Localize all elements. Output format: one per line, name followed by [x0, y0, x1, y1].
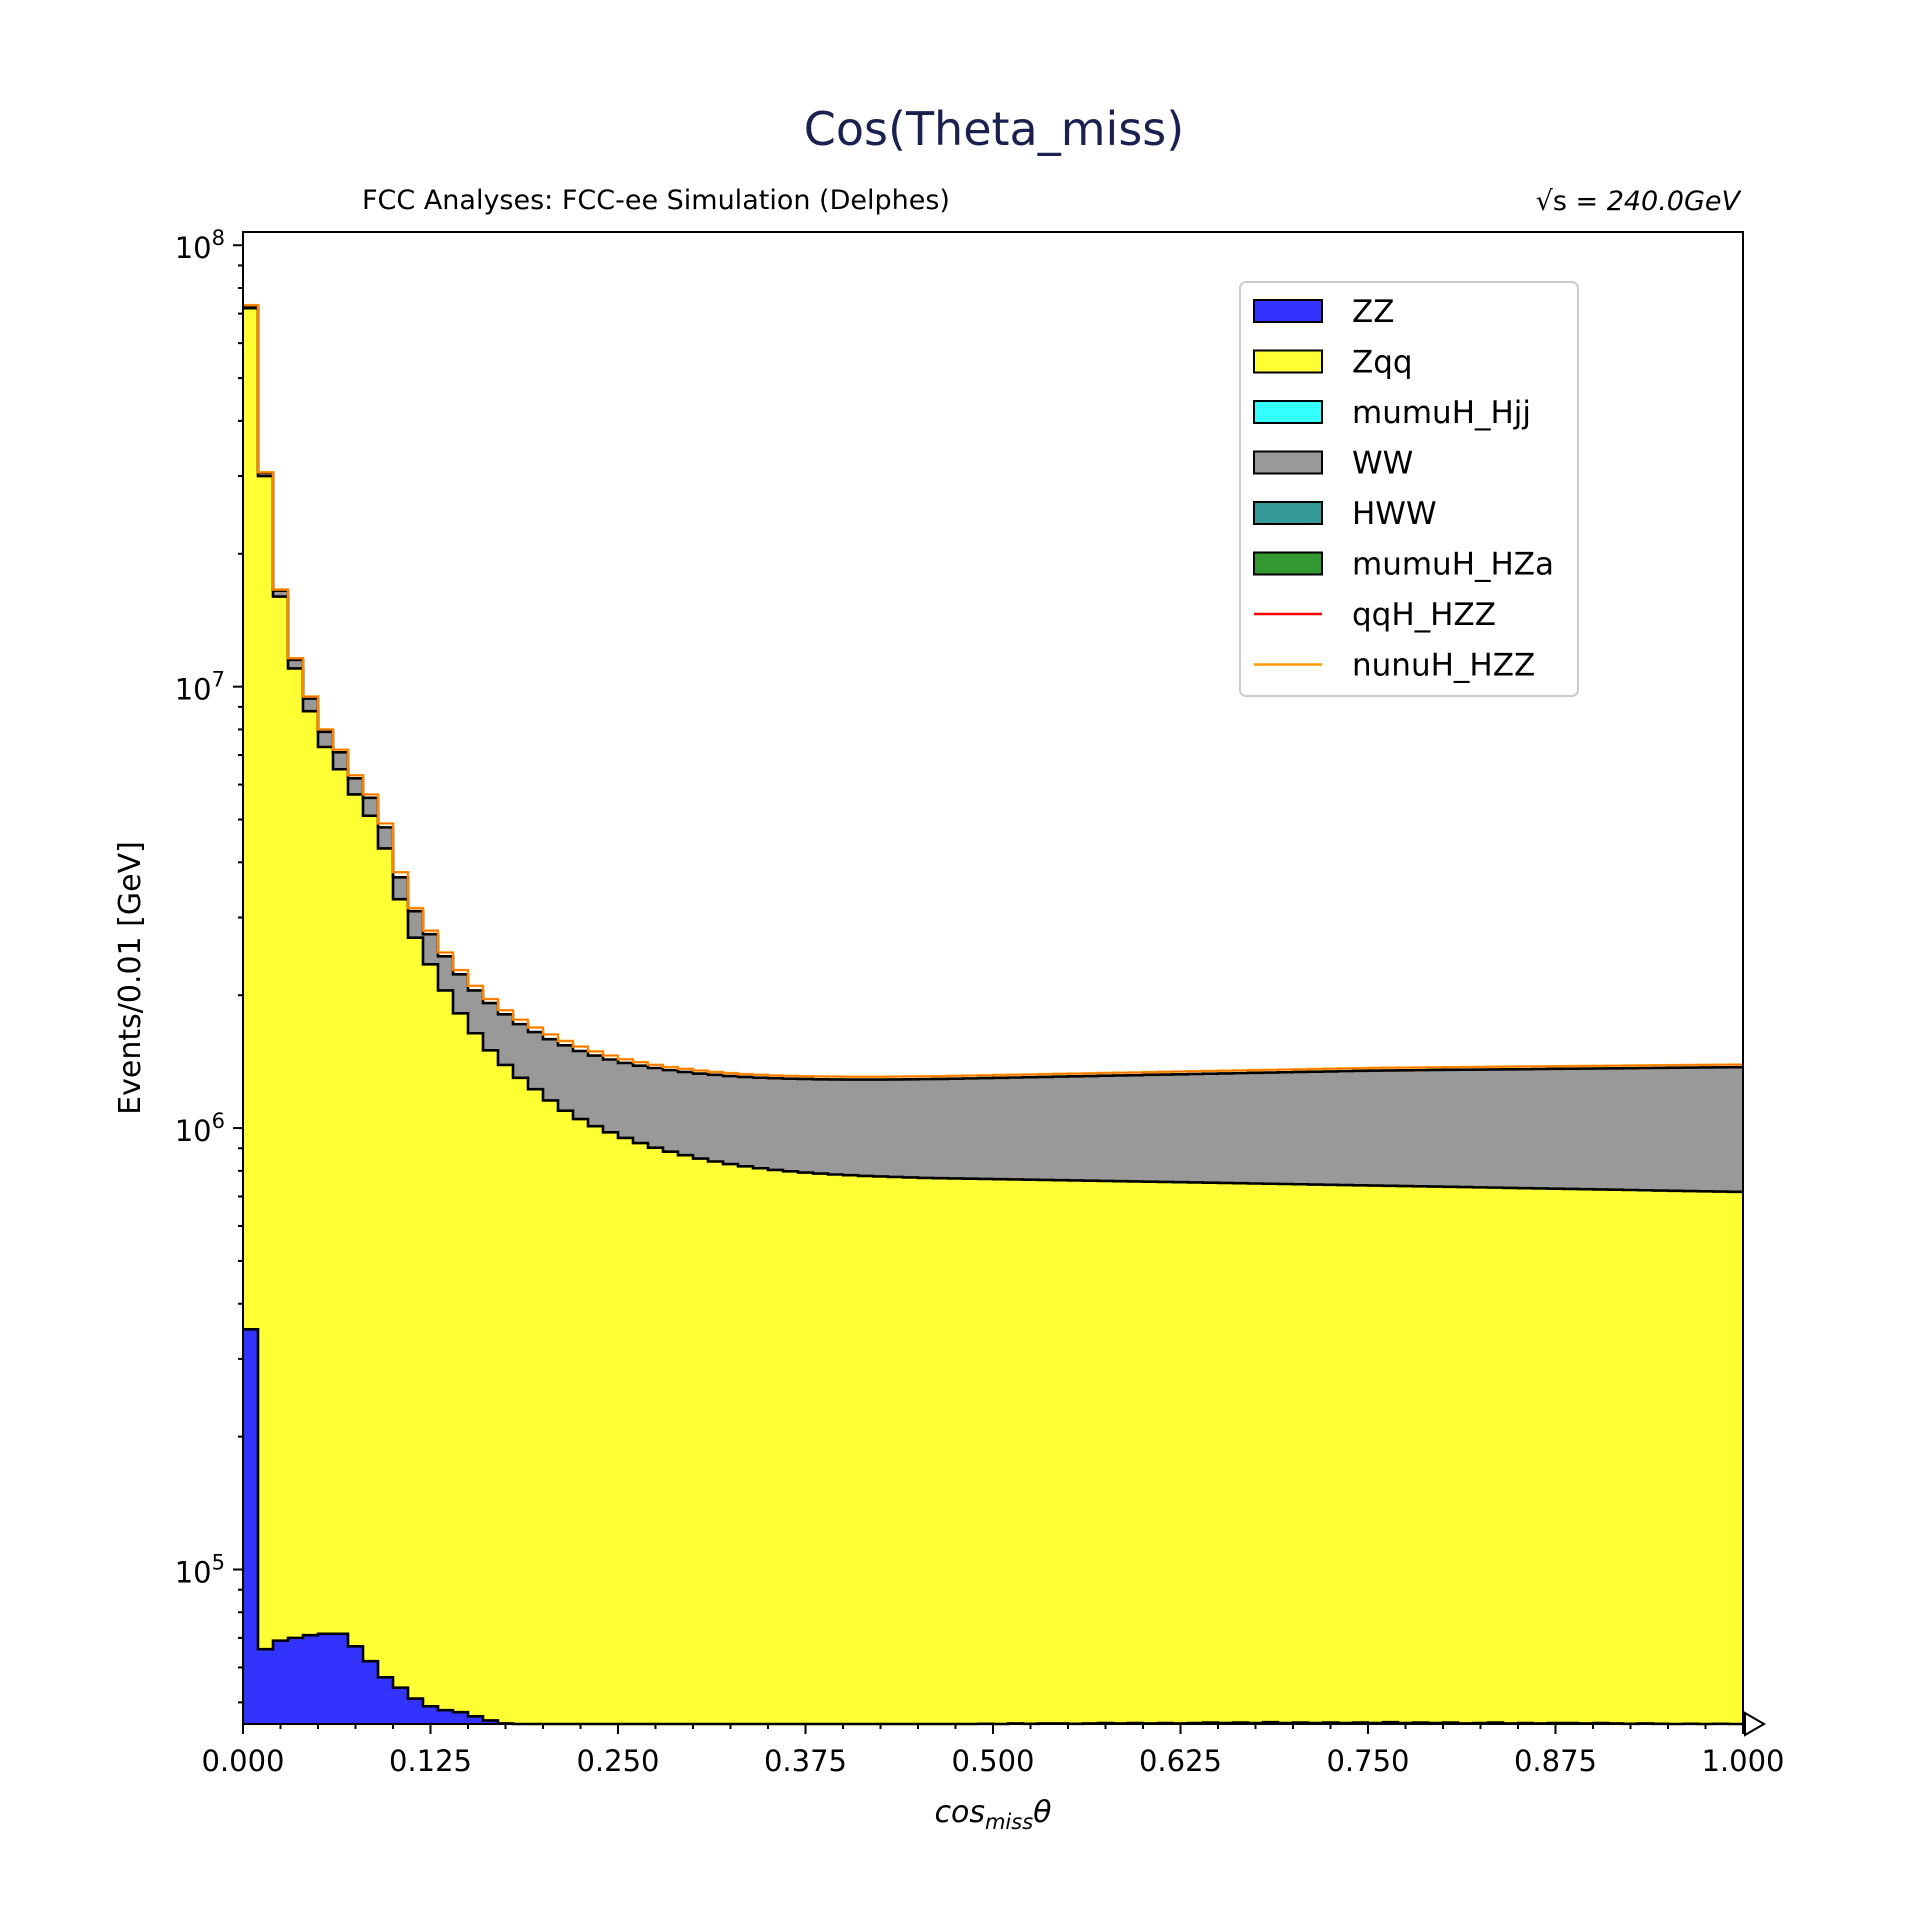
energy-value: 240.0GeV [1607, 186, 1743, 217]
series-fill-zqq [243, 308, 1743, 1725]
axis-ticks: 0.000 0.125 0.250 0.375 0.500 0.625 0.750 0.875… [175, 226, 1785, 1778]
y-axis-label: Events/0.01 [GeV] [113, 841, 148, 1115]
legend-swatch-ww [1253, 450, 1323, 475]
legend: ZZ Zqq mumuH_Hjj WW HWW mumuH_HZa qqH_HZZ nunuH… [1239, 281, 1579, 697]
x-tick-label: 0.750 [1326, 1744, 1409, 1778]
x-tick-label: 0.125 [389, 1744, 472, 1778]
legend-swatch-mumuh-hza [1253, 551, 1323, 576]
sqrt-s-prefix: √s = [1536, 186, 1607, 217]
legend-swatch-zz [1253, 299, 1323, 323]
chart-subtitle-right: √s = 240.0GeV [1536, 186, 1743, 217]
series-outline-ww [243, 304, 1743, 1081]
x-axis-label: cosmissθ [934, 1795, 1051, 1834]
x-tick-label: 0.375 [764, 1744, 847, 1778]
legend-swatch-hww [1253, 501, 1323, 525]
x-tick-label: 0.500 [951, 1744, 1034, 1778]
legend-label-hww: HWW [1352, 496, 1437, 532]
x-axis-label-tail: θ [1033, 1795, 1051, 1830]
legend-label-qqh-hzz: qqH_HZZ [1352, 597, 1496, 633]
x-tick-label: 0.250 [576, 1744, 659, 1778]
series-outline-zqq [243, 306, 1743, 1194]
y-tick-label: 105 [175, 1551, 225, 1590]
legend-box [1239, 281, 1579, 697]
y-tick-label: 107 [175, 668, 225, 707]
series-line-nunuh-hzz [243, 303, 1743, 1078]
legend-label-zqq: Zqq [1352, 345, 1413, 381]
legend-swatch-zqq [1253, 349, 1323, 374]
y-tick-label: 108 [175, 226, 225, 265]
x-tick-label: 1.000 [1701, 1744, 1784, 1778]
series-line-qqh-hzz [243, 304, 1743, 1078]
y-tick-label: 106 [175, 1109, 225, 1148]
overflow-arrow [1744, 1711, 1766, 1737]
x-tick-label: 0.625 [1139, 1744, 1222, 1778]
legend-label-mumuh-hza: mumuH_HZa [1352, 547, 1554, 583]
legend-label-mumuh-hjj: mumuH_Hjj [1352, 395, 1531, 431]
chart-subtitle-left: FCC Analyses: FCC-ee Simulation (Delphes… [362, 185, 950, 216]
x-tick-label: 0.000 [201, 1744, 284, 1778]
x-axis-label-main: cos [934, 1795, 984, 1830]
x-axis-label-sub: miss [985, 1810, 1033, 1834]
legend-label-nunuh-hzz: nunuH_HZZ [1352, 648, 1535, 684]
chart-title: Cos(Theta_miss) [804, 102, 1184, 156]
x-tick-label: 0.875 [1514, 1744, 1597, 1778]
legend-label-ww: WW [1352, 446, 1413, 482]
legend-swatch-mumuh-hjj [1253, 400, 1323, 424]
legend-label-zz: ZZ [1352, 294, 1394, 330]
